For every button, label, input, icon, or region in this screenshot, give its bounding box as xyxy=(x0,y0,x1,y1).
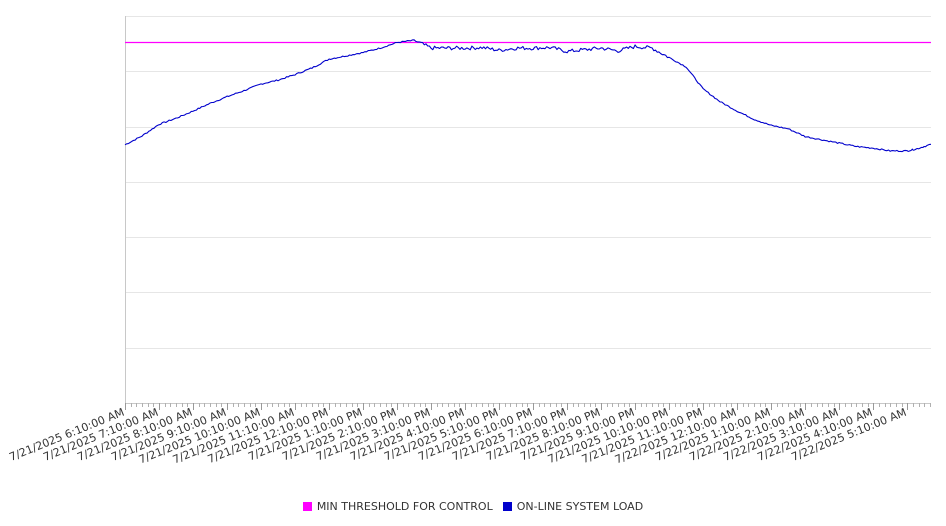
legend-swatch-threshold xyxy=(302,501,312,511)
legend-item-system-load[interactable]: ON-LINE SYSTEM LOAD xyxy=(502,499,644,513)
legend: MIN THRESHOLD FOR CONTROL ON-LINE SYSTEM… xyxy=(0,498,946,514)
x-axis xyxy=(125,16,931,410)
gridlines xyxy=(125,16,931,349)
x-tick-labels: 7/21/2025 6:10:00 AM7/21/2025 7:10:00 AM… xyxy=(7,406,908,467)
series-layer xyxy=(124,39,932,153)
legend-label-threshold: MIN THRESHOLD FOR CONTROL xyxy=(316,499,493,513)
legend-label-system-load: ON-LINE SYSTEM LOAD xyxy=(516,499,644,513)
legend-swatch-system-load xyxy=(502,501,512,511)
legend-item-threshold[interactable]: MIN THRESHOLD FOR CONTROL xyxy=(302,499,493,513)
system-load-line xyxy=(124,39,932,153)
